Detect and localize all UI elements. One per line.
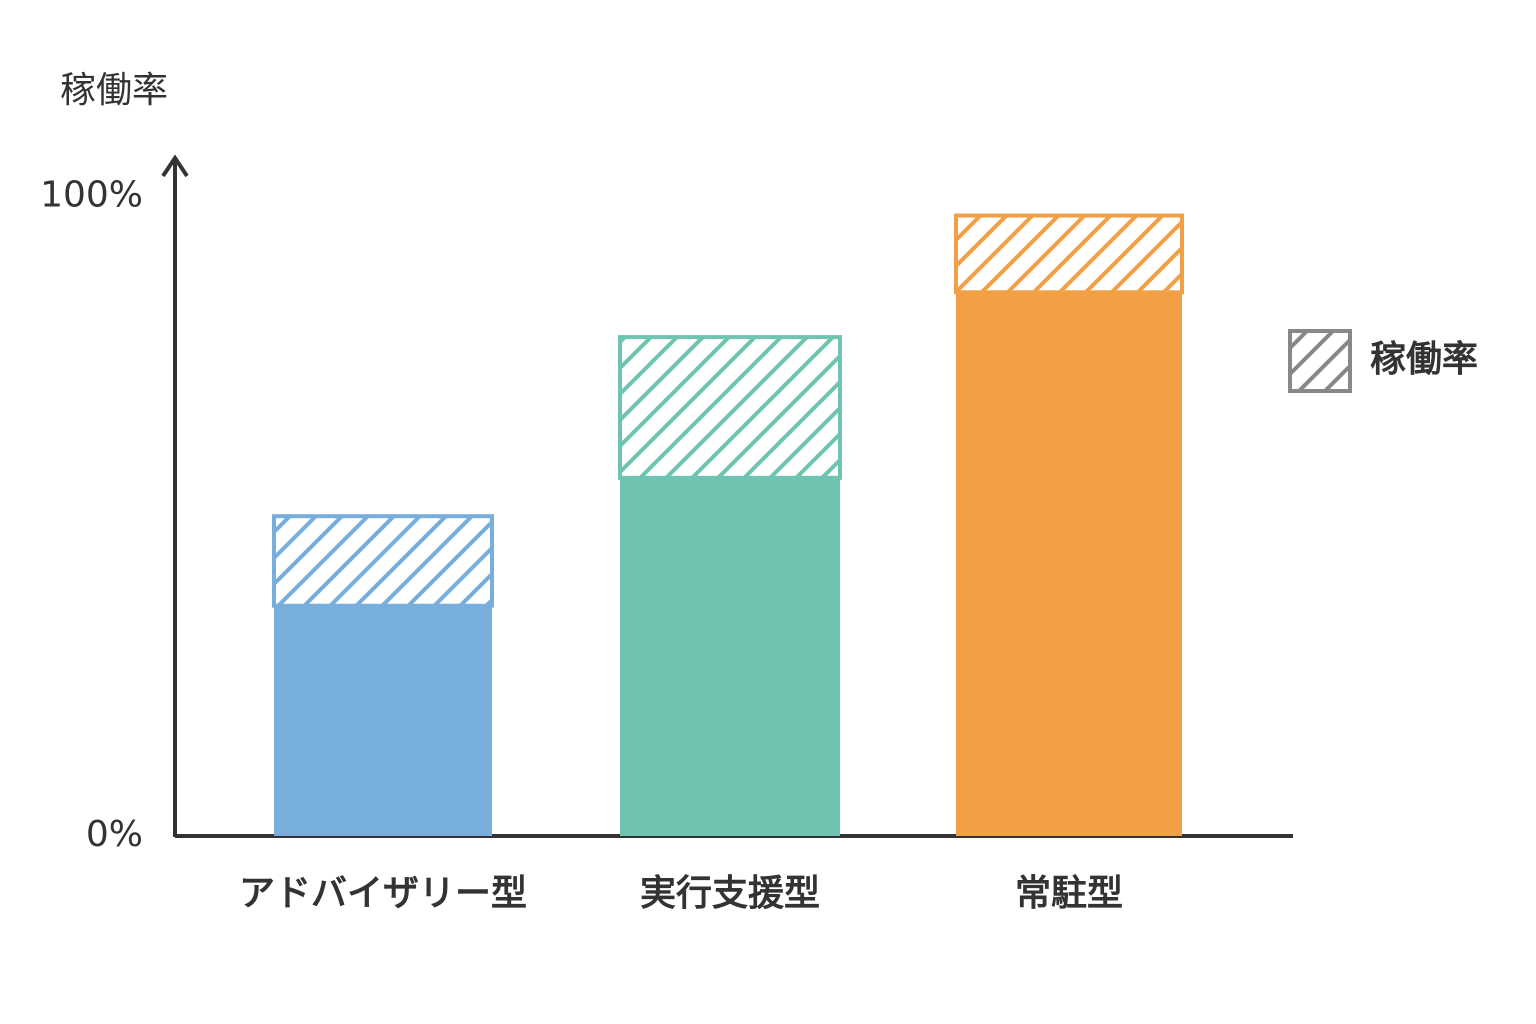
bar-hatched <box>272 514 494 608</box>
bar <box>956 292 1182 836</box>
bar <box>274 605 492 836</box>
legend-swatch <box>1288 329 1352 393</box>
y-tick-label: 0% <box>86 814 143 855</box>
y-tick-label: 100% <box>40 174 143 215</box>
x-tick-label: アドバイザリー型 <box>239 873 527 914</box>
x-tick-label: 実行支援型 <box>640 873 820 914</box>
y-axis-arrow <box>161 154 189 178</box>
bar-hatched <box>618 335 842 480</box>
bar <box>620 477 840 836</box>
x-tick-label: 常駐型 <box>1015 873 1123 914</box>
axis-label: 稼働率 <box>60 70 168 111</box>
bar-hatched <box>954 213 1184 295</box>
legend-label: 稼働率 <box>1370 339 1478 380</box>
